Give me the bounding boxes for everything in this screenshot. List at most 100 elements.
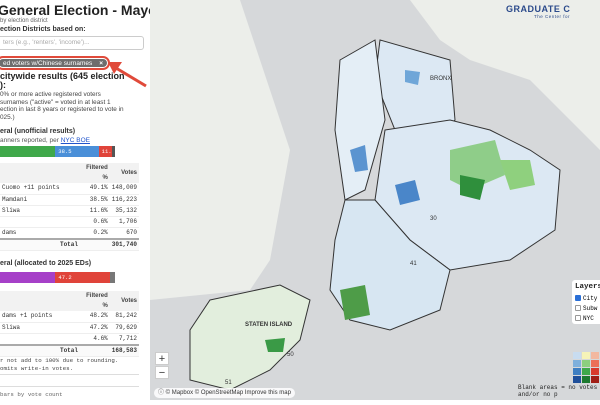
total-votes: 168,583 — [109, 343, 139, 357]
staten-island-label: STATEN ISLAND — [245, 322, 293, 328]
filter-search-input[interactable]: ters (e.g., 'renters', 'income')... — [0, 36, 144, 50]
votes-cell: 148,009 — [109, 183, 139, 195]
layer-label: City — [583, 295, 598, 302]
checkbox[interactable] — [575, 295, 581, 302]
divider — [0, 386, 139, 387]
graduate-center-logo: GRADUATE C The Center for — [506, 4, 570, 20]
legend-swatch — [582, 360, 590, 367]
write-in-note: omits write-in votes. — [0, 365, 74, 372]
col-votes: Votes — [109, 291, 139, 311]
sidebar-panel: General Election - Mayor by election dis… — [0, 0, 150, 400]
map[interactable]: STATEN ISLAND BRONX 51 50 30 41 GRADUATE… — [150, 0, 600, 400]
legend-swatch — [582, 352, 590, 359]
filtered-pct-cell: 49.1% — [80, 183, 110, 195]
staten-island[interactable] — [189, 284, 311, 391]
zoom-in-button[interactable]: + — [155, 352, 169, 365]
votes-cell: 81,242 — [109, 311, 139, 323]
legend-swatch — [591, 368, 599, 375]
desc-line: surnames ("active" = voted in at least 1 — [0, 98, 111, 106]
filter-label: ection Districts based on: — [0, 26, 86, 33]
filter-chip[interactable]: ed voters w/Chinese surnames × — [0, 56, 110, 70]
district-highlight — [340, 285, 370, 320]
bar-segment: 47.2 — [55, 272, 110, 283]
col-candidate — [0, 163, 80, 183]
page-title: General Election - Mayor — [0, 2, 150, 18]
district-highlight — [350, 145, 368, 172]
results-heading: citywide results (645 election — [0, 71, 125, 81]
sort-option[interactable]: bars by vote count — [0, 391, 63, 398]
zoom-out-button[interactable]: − — [155, 366, 169, 379]
general-results-bar: 38.5 11.6 — [0, 146, 115, 157]
candidate-cell: Sliwa — [0, 205, 80, 217]
checkbox[interactable] — [575, 315, 581, 322]
attribution-text[interactable]: © Mapbox © OpenStreetMap Improve this ma… — [165, 390, 291, 396]
legend-swatch — [591, 360, 599, 367]
legend-swatch — [591, 352, 599, 359]
layer-toggle[interactable]: City — [575, 295, 600, 302]
chip-close-icon[interactable]: × — [99, 60, 103, 67]
filtered-pct-cell: 0.2% — [80, 227, 110, 239]
info-icon[interactable]: ⓘ — [158, 390, 166, 396]
manhattan[interactable] — [334, 39, 386, 201]
col-votes: Votes — [109, 163, 139, 183]
votes-cell: 1,706 — [109, 216, 139, 228]
legend-swatch — [573, 376, 581, 383]
layer-toggle[interactable]: Subw — [575, 305, 600, 312]
col-filtered: Filtered % — [80, 291, 110, 311]
filtered-pct-cell: 0.6% — [80, 216, 110, 228]
bar-segment — [0, 272, 56, 283]
votes-cell: 7,712 — [109, 333, 139, 345]
district-label: 30 — [430, 216, 437, 222]
candidate-cell: Cuomo +11 points — [0, 183, 80, 195]
candidate-cell: dams — [0, 227, 80, 239]
votes-cell: 670 — [109, 227, 139, 239]
col-filtered: Filtered % — [80, 163, 110, 183]
table-row: Mamdani 38.5% 116,223 — [0, 194, 139, 206]
layers-panel: Layers City Subw NYC — [572, 280, 600, 324]
votes-cell: 79,629 — [109, 322, 139, 334]
bronx-label: BRONX — [430, 76, 451, 82]
district-label: 41 — [410, 261, 417, 267]
total-label: Total — [0, 343, 80, 357]
nyc-boe-link[interactable]: NYC BOE — [60, 137, 90, 144]
map-attribution: ⓘ © Mapbox © OpenStreetMap Improve this … — [154, 388, 295, 398]
district-highlight — [460, 175, 485, 200]
layer-label: NYC — [583, 315, 594, 322]
layer-label: Subw — [583, 305, 598, 312]
general-heading: eral (unofficial results) — [0, 128, 76, 135]
district-highlight — [395, 180, 420, 205]
bar-segment: 11.6 — [98, 146, 115, 157]
layer-toggle[interactable]: NYC — [575, 315, 600, 322]
reported-text: anners reported, per NYC BOE — [0, 137, 90, 145]
results-heading-cont: ): — [0, 80, 6, 90]
westchester-land — [410, 0, 600, 150]
legend-swatch — [573, 368, 581, 375]
table-row: Sliwa 47.2% 79,629 — [0, 322, 139, 334]
filtered-pct-cell: 47.2% — [80, 322, 110, 334]
candidate-cell: dams +1 points — [0, 311, 80, 323]
filtered-pct-cell: 48.2% — [80, 311, 110, 323]
district-label: 50 — [287, 352, 294, 358]
new-jersey-land — [150, 0, 290, 300]
filter-description: 0% or more active registered voters surn… — [0, 91, 124, 121]
rounding-note: r not add to 100% due to rounding. — [0, 357, 119, 364]
votes-cell: 116,223 — [109, 194, 139, 206]
candidate-cell — [0, 216, 80, 228]
district-highlight — [500, 160, 535, 190]
chip-label: ed voters w/Chinese surnames — [3, 60, 93, 67]
bar-segment — [112, 146, 115, 157]
legend-swatch — [582, 376, 590, 383]
map-canvas[interactable]: STATEN ISLAND BRONX 51 50 30 41 — [150, 0, 600, 400]
logo-subtext: The Center for — [534, 14, 571, 19]
votes-cell: 35,132 — [109, 205, 139, 217]
page-subtitle: by election district — [0, 18, 48, 24]
filtered-pct-cell: 4.6% — [80, 333, 110, 345]
primary-results-bar: 47.2 — [0, 272, 115, 283]
filtered-pct-cell: 11.6% — [80, 205, 110, 217]
table-row: dams 0.2% 670 — [0, 227, 139, 239]
checkbox[interactable] — [575, 305, 581, 312]
district-highlight — [405, 70, 420, 85]
table-row: Cuomo +11 points 49.1% 148,009 — [0, 183, 139, 195]
desc-line: ection in last 8 years or registered to … — [0, 106, 124, 113]
table-row: Sliwa 11.6% 35,132 — [0, 205, 139, 217]
